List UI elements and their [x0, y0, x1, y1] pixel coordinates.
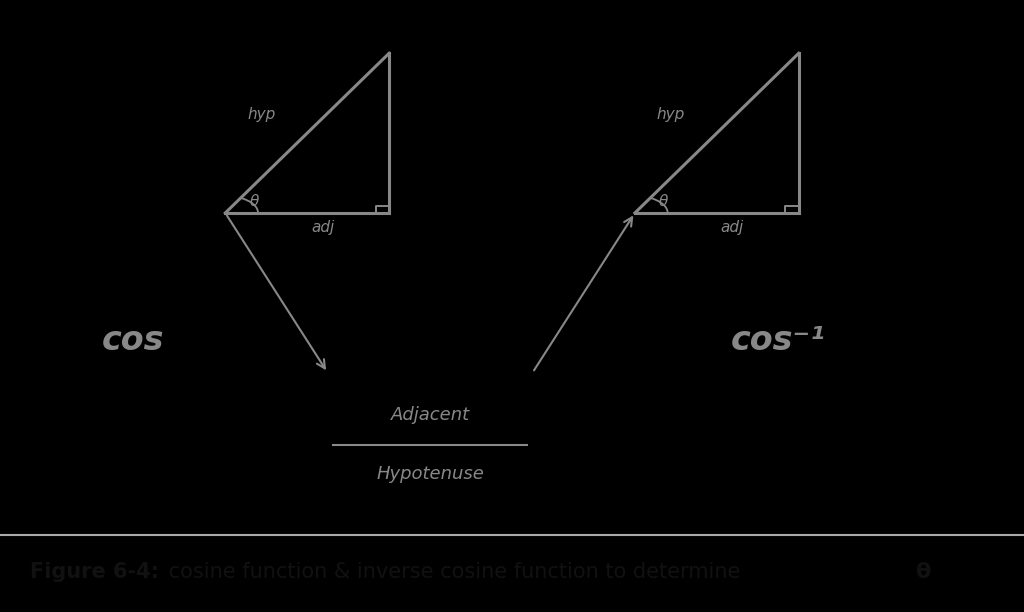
Text: adj: adj	[311, 220, 334, 236]
Text: θ: θ	[916, 562, 932, 582]
Text: cos⁻¹: cos⁻¹	[731, 324, 825, 357]
Text: Adjacent: Adjacent	[390, 406, 470, 424]
Text: θ: θ	[249, 194, 259, 209]
Text: hyp: hyp	[656, 107, 685, 122]
Text: adj: adj	[721, 220, 743, 236]
Text: Hypotenuse: Hypotenuse	[376, 465, 484, 483]
Text: cos: cos	[101, 324, 165, 357]
Text: hyp: hyp	[247, 107, 275, 122]
Text: θ: θ	[658, 194, 669, 209]
Text: cosine function & inverse cosine function to determine: cosine function & inverse cosine functio…	[162, 562, 746, 582]
Text: Figure 6-4:: Figure 6-4:	[30, 562, 159, 582]
